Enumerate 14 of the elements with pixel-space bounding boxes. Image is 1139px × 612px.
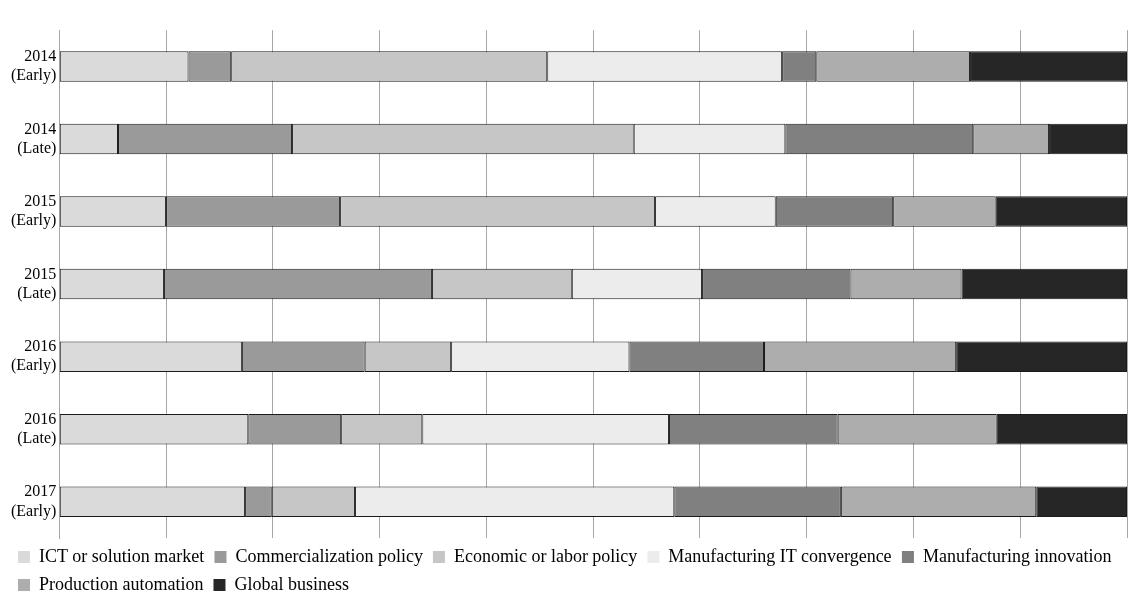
- legend-label: Economic or labor policy: [453, 545, 638, 566]
- y-tick-label: 2016 (Early): [10, 337, 57, 375]
- y-tick-label: 2014 (Early): [10, 47, 57, 85]
- legend-label: Manufacturing IT convergence: [668, 545, 892, 566]
- y-tick-label: 2015 (Early): [10, 192, 57, 230]
- y-tick-label: 2017 (Early): [10, 482, 57, 520]
- y-tick-label: 2014 (Late): [17, 119, 57, 157]
- y-tick-label: 2016 (Late): [17, 409, 57, 447]
- y-tick-label: 2015 (Late): [17, 264, 57, 302]
- legend-label: Manufacturing innovation: [922, 545, 1112, 566]
- legend-label: Commercialization policy: [235, 545, 423, 566]
- legend-label: Global business: [234, 573, 349, 594]
- legend-label: ICT or solution market: [39, 545, 205, 566]
- legend-label: Production automation: [39, 573, 204, 594]
